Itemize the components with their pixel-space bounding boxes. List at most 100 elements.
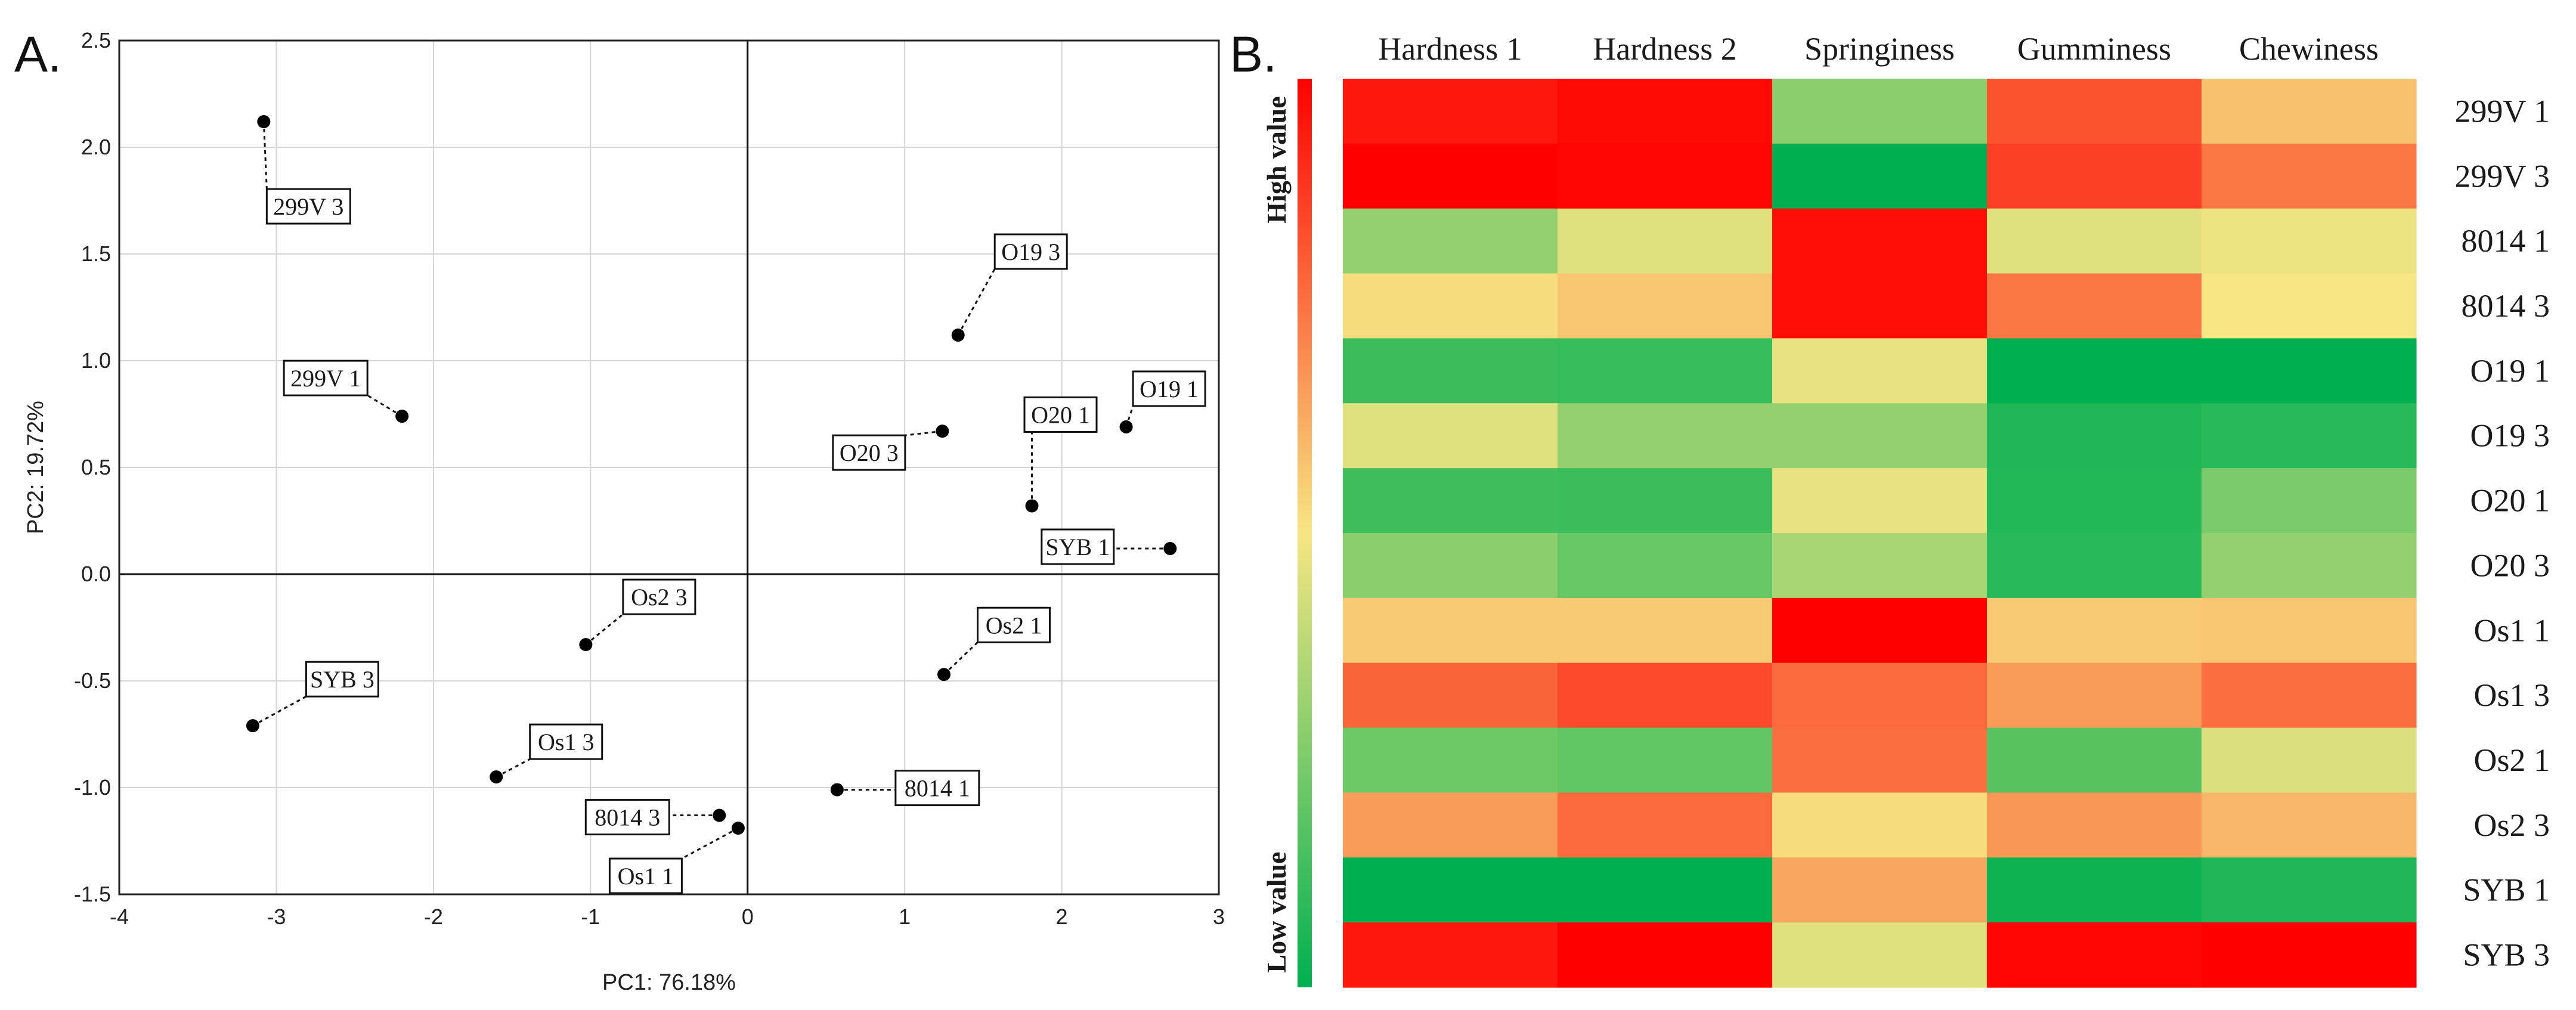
heatmap-cell bbox=[2202, 273, 2417, 339]
data-point bbox=[1163, 542, 1177, 556]
heatmap-cell bbox=[1558, 273, 1773, 339]
heatmap-cell bbox=[2202, 338, 2417, 404]
heatmap-cell bbox=[1558, 662, 1773, 729]
heatmap-cell bbox=[1772, 727, 1987, 794]
point-label: 299V 3 bbox=[273, 193, 343, 220]
heatmap-cell bbox=[1558, 208, 1773, 274]
heatmap-row-label: O20 3 bbox=[2470, 547, 2550, 583]
heatmap-row-label: 299V 1 bbox=[2454, 93, 2550, 129]
legend-low-label: Low value bbox=[1261, 851, 1292, 972]
data-point bbox=[731, 822, 745, 835]
x-tick-label: -1 bbox=[581, 904, 600, 929]
heatmap-cell bbox=[1987, 597, 2202, 664]
heatmap-column-header: Hardness 1 bbox=[1378, 31, 1522, 67]
data-point bbox=[395, 410, 409, 423]
y-axis-title: PC2: 19.72% bbox=[23, 401, 48, 534]
x-tick-label: -3 bbox=[267, 904, 286, 929]
point-label: 299V 1 bbox=[290, 365, 361, 392]
point-leader-line bbox=[496, 758, 531, 778]
heatmap-column-headers: Hardness 1 Hardness 2 Springiness Gumminess… bbox=[1378, 31, 2379, 67]
x-tick-label: 0 bbox=[742, 904, 754, 929]
point-leader-line bbox=[252, 695, 307, 727]
panel-b-label: B. bbox=[1230, 26, 1277, 82]
heatmap-cell bbox=[1987, 403, 2202, 469]
heatmap-cell bbox=[2202, 403, 2417, 469]
heatmap-cell bbox=[2202, 922, 2417, 988]
y-tick-label: 1.5 bbox=[81, 241, 111, 266]
grid-lines bbox=[119, 40, 1219, 895]
heatmap-cell bbox=[1343, 403, 1558, 469]
heatmap-cell bbox=[1343, 922, 1558, 988]
heatmap-row-label: Os1 1 bbox=[2473, 612, 2550, 648]
data-point bbox=[937, 668, 950, 681]
texture-heatmap: Hardness 1 Hardness 2 Springiness Gumminess… bbox=[1261, 31, 2550, 988]
point-label-box bbox=[305, 661, 379, 698]
heatmap-row-label: 299V 3 bbox=[2454, 158, 2550, 194]
heatmap-cell bbox=[1343, 468, 1558, 534]
heatmap-row-label: SYB 1 bbox=[2463, 872, 2550, 908]
heatmap-row-label: Os2 3 bbox=[2473, 807, 2550, 843]
x-axis-title: PC1: 76.18% bbox=[602, 970, 736, 995]
data-point bbox=[830, 783, 844, 797]
point-label-box bbox=[529, 723, 603, 760]
y-tick-label: 2.5 bbox=[81, 28, 111, 52]
heatmap-cell bbox=[1772, 662, 1987, 729]
heatmap-cell bbox=[1343, 662, 1558, 729]
heatmap-cell bbox=[1772, 792, 1987, 858]
heatmap-cell bbox=[1558, 79, 1773, 144]
data-point bbox=[257, 115, 271, 129]
point-leader-line bbox=[681, 827, 739, 860]
point-leader-line bbox=[957, 268, 996, 336]
heatmap-cell bbox=[1343, 792, 1558, 858]
y-tick-label: 0.0 bbox=[81, 562, 111, 586]
point-label-box bbox=[622, 578, 696, 615]
zero-axes bbox=[119, 41, 1219, 894]
heatmap-cell bbox=[1558, 597, 1773, 664]
heatmap-column-header: Hardness 2 bbox=[1593, 31, 1736, 67]
point-label-box bbox=[993, 233, 1068, 270]
y-tick-label: -1.5 bbox=[74, 882, 111, 906]
point-label: Os2 1 bbox=[986, 612, 1042, 639]
heatmap-row-label: 8014 3 bbox=[2462, 288, 2550, 324]
heatmap-cell bbox=[1772, 338, 1987, 404]
heatmap-cell bbox=[1987, 468, 2202, 534]
point-leader-line bbox=[943, 642, 979, 676]
heatmap-column-header: Springiness bbox=[1804, 31, 1955, 67]
heatmap-cell bbox=[1987, 143, 2202, 209]
heatmap-cell bbox=[1987, 922, 2202, 988]
x-tick-label: 1 bbox=[899, 904, 911, 929]
heatmap-cell bbox=[2202, 533, 2417, 599]
heatmap-cell bbox=[1558, 922, 1773, 988]
heatmap-cell bbox=[1987, 792, 2202, 858]
x-tick-label: 3 bbox=[1213, 904, 1225, 929]
heatmap-cell bbox=[1987, 857, 2202, 923]
data-point bbox=[936, 425, 949, 438]
heatmap-cell bbox=[1558, 143, 1773, 209]
point-label-box bbox=[283, 360, 369, 396]
data-points: 299V 3 299V 1 O19 3 O19 1 O20 3 O20 1 SYB 1 Os2… bbox=[246, 115, 1206, 894]
y-tick-labels: -1.5 -1.0 -0.5 0.0 0.5 1.0 1.5 2.0 2.5 bbox=[74, 28, 111, 906]
y-tick-label: -0.5 bbox=[74, 668, 111, 693]
heatmap-row-label: 8014 1 bbox=[2462, 223, 2550, 259]
point-label: Os1 3 bbox=[538, 729, 594, 755]
point-label: O20 1 bbox=[1031, 401, 1090, 428]
heatmap-cell bbox=[2202, 597, 2417, 664]
heatmap-cell bbox=[2202, 79, 2417, 144]
y-tick-label: 1.0 bbox=[81, 348, 111, 373]
data-point bbox=[246, 719, 259, 733]
y-tick-label: 0.5 bbox=[81, 455, 111, 479]
point-label-box bbox=[894, 770, 980, 807]
heatmap-cell bbox=[1987, 208, 2202, 274]
point-label: O19 3 bbox=[1001, 238, 1060, 265]
data-point bbox=[951, 329, 965, 342]
heatmap-cell bbox=[1343, 727, 1558, 794]
heatmap-row-labels: 299V 1 299V 3 8014 1 8014 3 O19 1 O19 3 O20 1 O… bbox=[2454, 93, 2550, 972]
heatmap-cell bbox=[1772, 403, 1987, 469]
heatmap-cell bbox=[1772, 922, 1987, 988]
point-label-box bbox=[832, 434, 906, 471]
heatmap-cell bbox=[2202, 468, 2417, 534]
heatmap-cell bbox=[1987, 727, 2202, 794]
heatmap-row-label: Os2 1 bbox=[2473, 742, 2550, 778]
point-label-box bbox=[584, 799, 670, 836]
